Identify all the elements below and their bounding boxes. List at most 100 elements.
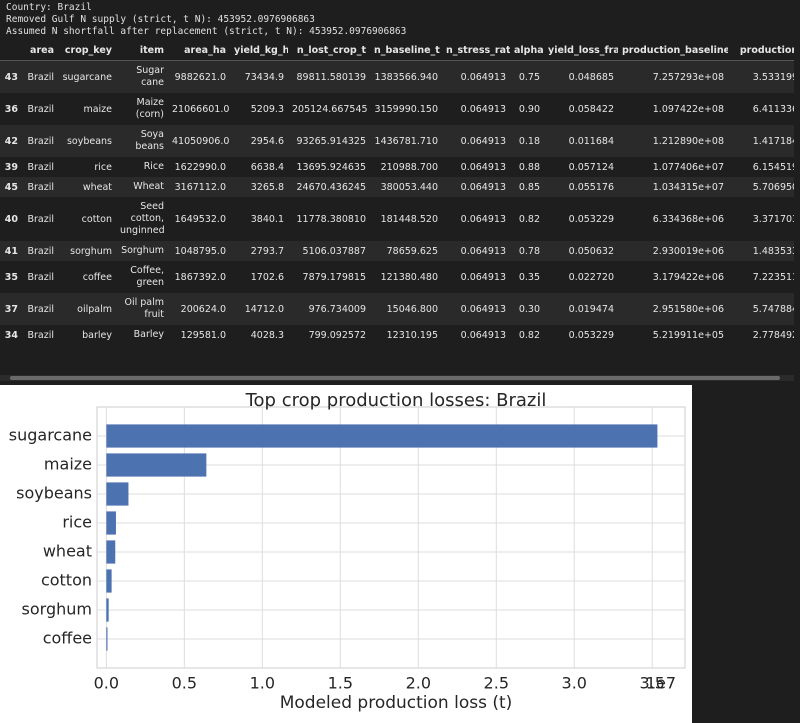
bar (106, 598, 109, 622)
bar (106, 569, 112, 593)
table-cell: 41050906.0 (168, 125, 230, 157)
table-cell: 0.88 (510, 157, 544, 177)
table-cell: Seed cotton, unginned (116, 197, 168, 241)
table-cell: 6.411336e+06 (728, 93, 794, 125)
table-cell: 1.483533e+05 (728, 241, 794, 261)
column-header: yield_kg_ha (230, 40, 288, 61)
table-cell: 0.057124 (544, 157, 618, 177)
output-line: Assumed N shortfall after replacement (s… (6, 26, 407, 37)
table-cell: 0.064913 (442, 157, 510, 177)
table-row: 43 Brazil sugarcane Sugar cane 9882621.0 7343… (0, 60, 794, 93)
table-cell: wheat (58, 177, 116, 197)
table-cell: 0.022720 (544, 261, 618, 293)
scrollbar-thumb[interactable] (10, 376, 780, 380)
column-header: production_baseline_t (618, 40, 728, 61)
y-tick-label: sorghum (22, 600, 92, 619)
cell-output: Country: Brazil Removed Gulf N supply (st… (6, 2, 406, 38)
row-index: 43 (0, 60, 22, 93)
table-cell: Brazil (22, 241, 58, 261)
table-cell: 12310.195 (370, 325, 442, 345)
table-cell: 0.064913 (442, 241, 510, 261)
output-line: Country: Brazil (6, 2, 92, 13)
table-cell: 1622990.0 (168, 157, 230, 177)
row-index: 42 (0, 125, 22, 157)
table-cell: Brazil (22, 93, 58, 125)
column-header: production_loss (728, 40, 794, 61)
table-cell: 0.053229 (544, 325, 618, 345)
table-row: 42 Brazil soybeans Soya beans 41050906.0 2954… (0, 125, 794, 157)
table-cell: maize (58, 93, 116, 125)
x-axis-label: Modeled production loss (t) (280, 693, 513, 713)
table-cell: 3265.8 (230, 177, 288, 197)
column-header: n_lost_crop_t (288, 40, 370, 61)
table-cell: 21066601.0 (168, 93, 230, 125)
table-row: 36 Brazil maize Maize (corn) 21066601.0 5209.… (0, 93, 794, 125)
table-cell: 4028.3 (230, 325, 288, 345)
bar (106, 424, 658, 448)
dataframe: areacrop_keyitemarea_hayield_kg_han_lost… (0, 40, 794, 372)
table-cell: 15046.800 (370, 293, 442, 325)
row-index: 40 (0, 197, 22, 241)
table-cell: Coffee, green (116, 261, 168, 293)
x-tick-label: 3.5 (640, 674, 665, 693)
table-cell: 7.223511e+04 (728, 261, 794, 293)
row-index: 37 (0, 293, 22, 325)
y-tick-label: cotton (41, 571, 92, 590)
table-cell: 93265.914325 (288, 125, 370, 157)
y-tick-label: wheat (43, 542, 92, 561)
row-index: 34 (0, 325, 22, 345)
row-index: 39 (0, 157, 22, 177)
table-cell: 3840.1 (230, 197, 288, 241)
table-row: 45 Brazil wheat Wheat 3167112.0 3265.8 24670.4… (0, 177, 794, 197)
table-cell: 11778.380810 (288, 197, 370, 241)
table-cell: 1436781.710 (370, 125, 442, 157)
scrollbar[interactable] (0, 375, 794, 381)
table-cell: 0.064913 (442, 197, 510, 241)
table-cell: Brazil (22, 157, 58, 177)
table-cell: 5106.037887 (288, 241, 370, 261)
chart: Top crop production losses: Brazil Model… (0, 385, 692, 723)
table-cell: 0.82 (510, 325, 544, 345)
table-cell: Brazil (22, 177, 58, 197)
column-header: item (116, 40, 168, 61)
table-cell: 0.064913 (442, 93, 510, 125)
table-cell: 200624.0 (168, 293, 230, 325)
table-cell: 2.951580e+06 (618, 293, 728, 325)
table-cell: 210988.700 (370, 157, 442, 177)
table-cell: rice (58, 157, 116, 177)
plot-frame (96, 406, 686, 669)
table-cell: 6638.4 (230, 157, 288, 177)
table-row: 41 Brazil sorghum Sorghum 1048795.0 2793.7 510… (0, 241, 794, 261)
table-cell: Barley (116, 325, 168, 345)
table-cell: 0.053229 (544, 197, 618, 241)
table-cell: 181448.520 (370, 197, 442, 241)
table-cell: 78659.625 (370, 241, 442, 261)
bar (106, 540, 116, 564)
table-cell: 7879.179815 (288, 261, 370, 293)
table-cell: 380053.440 (370, 177, 442, 197)
table-cell: 24670.436245 (288, 177, 370, 197)
table-cell: Brazil (22, 197, 58, 241)
row-index: 41 (0, 241, 22, 261)
column-header: area_ha (168, 40, 230, 61)
table-cell: Brazil (22, 261, 58, 293)
table-cell: 1383566.940 (370, 60, 442, 93)
bar (106, 627, 108, 651)
y-tick-label: coffee (43, 629, 92, 648)
y-tick-label: sugarcane (9, 426, 92, 445)
table-cell: 0.85 (510, 177, 544, 197)
table-cell: 14712.0 (230, 293, 288, 325)
x-tick-label: 3.0 (562, 674, 587, 693)
column-header: yield_loss_frac (544, 40, 618, 61)
table-cell: 0.064913 (442, 60, 510, 93)
table-cell: 2793.7 (230, 241, 288, 261)
column-header: crop_key (58, 40, 116, 61)
table-cell: Oil palm fruit (116, 293, 168, 325)
table-cell: Soya beans (116, 125, 168, 157)
table-cell: 2.778492e+04 (728, 325, 794, 345)
table-cell: Brazil (22, 125, 58, 157)
table-cell: 0.064913 (442, 125, 510, 157)
table-cell: 0.050632 (544, 241, 618, 261)
table-cell: Sugar cane (116, 60, 168, 93)
table-cell: 6.154519e+05 (728, 157, 794, 177)
